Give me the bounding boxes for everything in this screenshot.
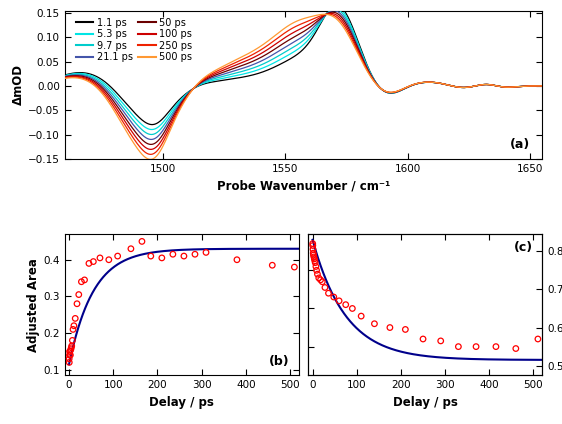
Point [84,260,93,267]
Text: (a): (a) [510,138,531,151]
Point [71,315,80,322]
Point [311,259,320,266]
Point [308,240,317,247]
Text: (c): (c) [514,241,533,254]
Y-axis label: ΔmOD: ΔmOD [12,64,25,105]
Point [146,253,155,259]
Point [65,348,74,355]
Point [309,246,318,253]
Point [309,252,318,259]
Point [67,344,76,351]
Point [74,291,83,298]
Point [67,343,76,349]
Point [454,343,463,350]
Point [309,250,318,257]
Point [169,251,178,258]
Point [66,351,75,358]
Point [126,245,135,252]
Point [436,338,445,344]
Point [65,359,74,366]
Point [89,258,98,265]
Point [65,355,74,362]
Point [533,336,542,343]
Point [401,326,410,333]
Point [290,264,299,271]
Point [80,276,89,283]
Point [65,348,74,355]
Point [138,238,147,245]
Point [320,284,329,291]
Y-axis label: Adjusted Area: Adjusted Area [28,258,40,351]
Point [157,254,166,261]
Point [316,276,325,283]
Point [324,290,333,297]
Point [314,275,323,282]
Point [113,253,122,259]
Point [191,251,200,258]
Point [312,267,321,274]
Point [68,337,77,344]
Point [105,257,114,263]
Point [329,294,338,301]
Point [202,249,211,256]
Point [511,345,520,352]
Point [268,262,277,269]
Text: (b): (b) [269,355,289,368]
Point [310,254,319,260]
Point [419,336,428,343]
Point [72,300,81,307]
Point [69,326,78,333]
Point [491,343,500,350]
Point [66,346,75,353]
X-axis label: Delay / ps: Delay / ps [393,396,457,409]
Legend: 1.1 ps, 5.3 ps, 9.7 ps, 21.1 ps, 50 ps, 100 ps, 250 ps, 500 ps: 1.1 ps, 5.3 ps, 9.7 ps, 21.1 ps, 50 ps, … [72,14,197,66]
Point [334,298,343,304]
Point [310,257,319,264]
Point [386,324,395,331]
Point [311,263,320,270]
Point [77,278,86,285]
Point [370,321,379,327]
Point [313,271,322,278]
Point [472,343,481,350]
Point [179,253,188,259]
Point [341,301,350,308]
Point [318,279,327,285]
Point [65,351,74,358]
Point [310,256,319,262]
Point [357,313,366,320]
Point [309,242,318,249]
Point [348,305,357,312]
X-axis label: Delay / ps: Delay / ps [149,396,214,409]
Point [233,257,242,263]
X-axis label: Probe Wavenumber / cm⁻¹: Probe Wavenumber / cm⁻¹ [217,179,390,192]
Point [96,254,105,261]
Point [70,322,79,329]
